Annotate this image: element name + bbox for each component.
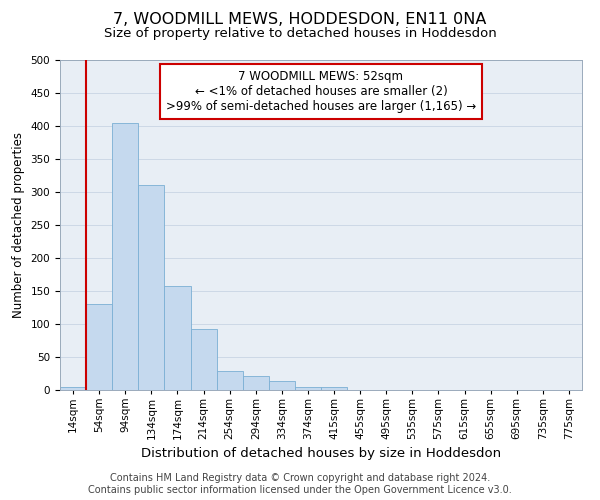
Bar [269,381,295,390]
Text: Size of property relative to detached houses in Hoddesdon: Size of property relative to detached ho… [104,28,496,40]
Y-axis label: Number of detached properties: Number of detached properties [12,132,25,318]
Text: 7 WOODMILL MEWS: 52sqm
← <1% of detached houses are smaller (2)
>99% of semi-det: 7 WOODMILL MEWS: 52sqm ← <1% of detached… [166,70,476,113]
Bar [321,386,347,390]
Text: Contains HM Land Registry data © Crown copyright and database right 2024.
Contai: Contains HM Land Registry data © Crown c… [88,474,512,495]
Bar [217,371,243,390]
Bar [139,186,164,390]
Bar [191,330,217,390]
X-axis label: Distribution of detached houses by size in Hoddesdon: Distribution of detached houses by size … [141,448,501,460]
Bar [242,376,269,390]
Bar [164,286,191,390]
Text: 7, WOODMILL MEWS, HODDESDON, EN11 0NA: 7, WOODMILL MEWS, HODDESDON, EN11 0NA [113,12,487,28]
Bar [112,122,139,390]
Bar [295,386,321,390]
Bar [60,386,86,390]
Bar [86,304,112,390]
